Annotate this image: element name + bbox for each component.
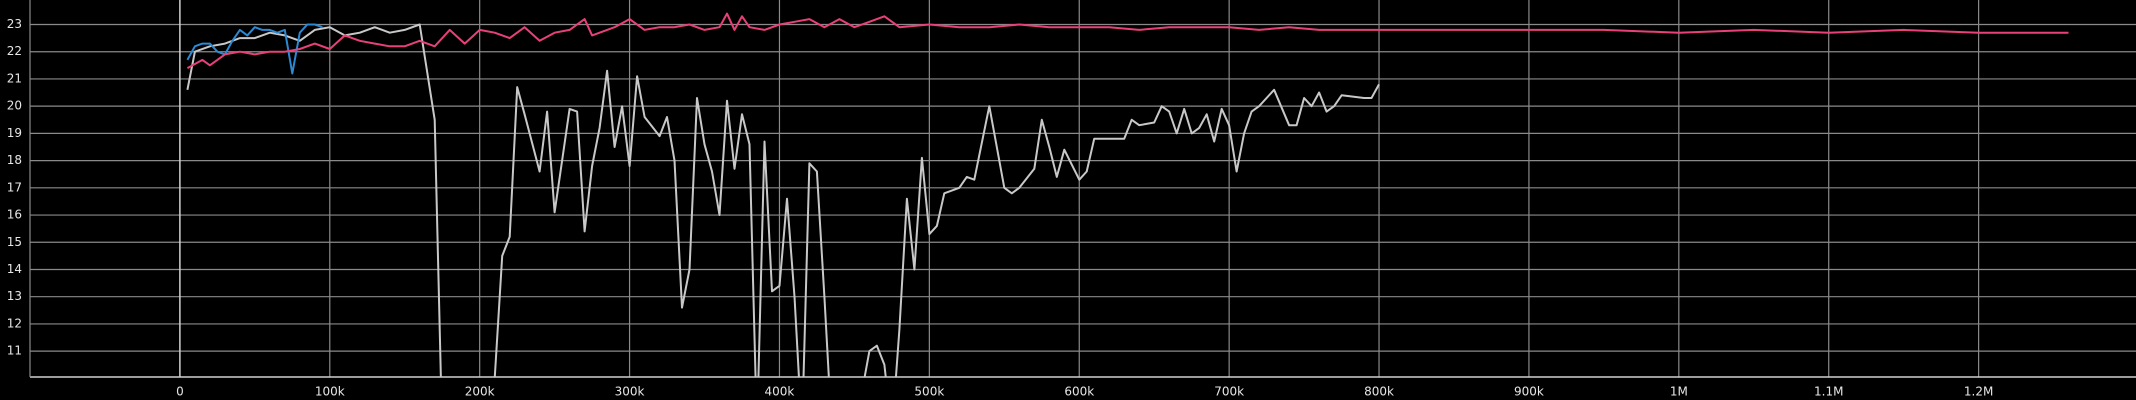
x-tick-label: 100k — [315, 385, 345, 399]
y-tick-label: 20 — [7, 99, 22, 113]
x-tick-label: 0 — [176, 385, 184, 399]
x-tick-label: 500k — [914, 385, 944, 399]
y-tick-label: 14 — [7, 262, 22, 276]
y-tick-label: 12 — [7, 316, 22, 330]
series-line — [186, 12, 2069, 69]
y-tick-label: 18 — [7, 153, 22, 167]
x-tick-label: 200k — [465, 385, 495, 399]
y-tick-label: 23 — [7, 17, 22, 31]
y-tick-label: 17 — [7, 180, 22, 194]
y-tick-label: 22 — [7, 44, 22, 58]
x-tick-label: 700k — [1214, 385, 1244, 399]
x-tick-label: 1M — [1670, 385, 1688, 399]
series-line — [186, 23, 323, 75]
grid — [29, 0, 2136, 378]
y-tick-label: 21 — [7, 71, 22, 85]
x-tick-label: 400k — [765, 385, 795, 399]
x-tick-label: 600k — [1064, 385, 1094, 399]
y-tick-label: 11 — [7, 344, 22, 358]
y-tick-label: 15 — [7, 235, 22, 249]
x-tick-label: 1.1M — [1814, 385, 1843, 399]
series-line — [186, 23, 1380, 377]
y-tick-label: 13 — [7, 289, 22, 303]
x-tick-label: 900k — [1514, 385, 1544, 399]
x-tick-label: 1.2M — [1964, 385, 1993, 399]
x-tick-label: 800k — [1364, 385, 1394, 399]
plot-area — [186, 12, 2069, 377]
x-tick-label: 300k — [615, 385, 645, 399]
y-tick-label: 16 — [7, 208, 22, 222]
tick-labels: 11 12 13 14 15 16 17 18 19 20 21 22 23 0 100k 200k 300k 4… — [7, 17, 1994, 399]
y-tick-label: 19 — [7, 126, 22, 140]
